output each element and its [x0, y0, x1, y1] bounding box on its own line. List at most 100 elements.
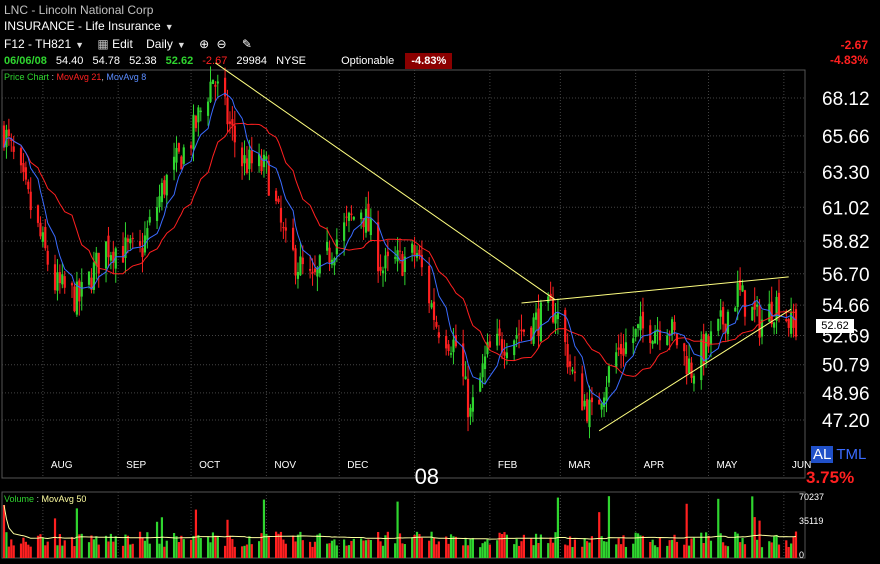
quote-low: 52.38 [129, 55, 157, 67]
candle-body [279, 208, 283, 223]
volume-bar [753, 517, 756, 558]
volume-bar [138, 531, 142, 558]
volume-bar [792, 536, 795, 558]
candle-body [617, 347, 620, 350]
volume-bar [177, 542, 181, 558]
trendline [598, 308, 792, 432]
y-tick-label: 68.12 [822, 89, 870, 110]
volume-bar [496, 540, 499, 558]
chevron-down-icon[interactable]: ▼ [176, 40, 186, 50]
volume-bar [182, 539, 185, 558]
candle-body [777, 292, 781, 316]
zoom-in-icon[interactable]: ⊕ [199, 37, 210, 51]
chevron-down-icon[interactable]: ▼ [164, 22, 174, 32]
volume-bar [707, 535, 710, 558]
volume-bar [381, 545, 385, 558]
volume-bar [197, 535, 200, 558]
quote-exchange: NYSE [276, 55, 307, 67]
edit-button[interactable]: ▦ Edit [97, 36, 132, 52]
candle-body [313, 268, 317, 273]
quote-high: 54.78 [92, 55, 121, 67]
candle-body [330, 259, 334, 265]
volume-bar [641, 535, 645, 558]
volume-bar [775, 534, 778, 558]
candle-body [401, 254, 404, 276]
x-tick-label: OCT [199, 460, 220, 471]
x-tick-label: APR [644, 460, 665, 471]
candle-body [790, 311, 793, 334]
candle-body [690, 362, 693, 378]
tml-label: TML [836, 446, 867, 463]
candle-body [131, 237, 134, 240]
y-tick-label: 50.79 [822, 356, 870, 377]
candle-body [299, 256, 302, 276]
volume-bar [517, 545, 521, 558]
quote-change: -2.67 [202, 55, 228, 67]
volume-bar [675, 541, 679, 558]
chevron-down-icon[interactable]: ▼ [75, 40, 85, 50]
volume-bar [605, 541, 608, 558]
candle-body [566, 344, 569, 368]
draw-tool-icon[interactable]: ✎ [241, 37, 252, 51]
right-pct-large: 3.75% [806, 468, 855, 487]
candle-body [554, 314, 557, 324]
candle-body [462, 343, 465, 377]
edit-label: Edit [112, 37, 133, 51]
symbol-tab[interactable]: F12 - TH821 ▼ [4, 36, 84, 53]
period-selector[interactable]: Daily ▼ [146, 36, 186, 53]
y-tick-label: 65.66 [822, 127, 870, 148]
candle-body [636, 324, 640, 329]
candle-body [615, 352, 618, 368]
volume-bar [192, 535, 195, 558]
volume-bar [2, 505, 6, 558]
volume-bar [61, 545, 64, 558]
volume-bar [243, 545, 246, 558]
volume-bar [585, 541, 589, 558]
candle-body [70, 283, 74, 286]
x-tick-label: MAR [568, 460, 590, 471]
candle-body [624, 342, 628, 354]
volume-bar [143, 540, 147, 558]
volume-bar [583, 538, 586, 558]
candle-body [360, 212, 363, 219]
volume-bar [454, 536, 457, 558]
symbol-title-text: LNC - Lincoln National Corp [4, 3, 154, 17]
volume-bar [736, 533, 739, 558]
candle-body [707, 336, 710, 347]
volume-bar [683, 544, 686, 558]
volume-bar [75, 508, 78, 558]
industry-selector[interactable]: INSURANCE - Life Insurance ▼ [4, 18, 174, 34]
trendline-layer [215, 62, 792, 432]
candle-body [29, 191, 32, 211]
volume-bar [199, 538, 202, 558]
candle-body [449, 353, 453, 355]
volume-bar [347, 545, 351, 558]
candle-body [257, 154, 261, 167]
pct-change-badge: -4.83% [405, 53, 453, 69]
zoom-out-icon[interactable]: ⊖ [216, 37, 227, 51]
candle-layer [2, 66, 798, 439]
candle-body [172, 156, 176, 170]
candle-body [600, 403, 603, 410]
volume-bar [615, 544, 618, 558]
symbol-title[interactable]: LNC - Lincoln National Corp [4, 2, 153, 18]
candle-body [56, 272, 59, 291]
volume-bar [386, 531, 389, 558]
optionable-label: Optionable [341, 55, 395, 67]
quote-volume: 29984 [236, 55, 267, 67]
candle-body [192, 114, 195, 150]
candle-body [107, 235, 110, 258]
volume-bar [685, 503, 688, 558]
legend-price-chart: Price Chart [4, 72, 50, 82]
candle-body [189, 145, 193, 149]
volume-bar [163, 546, 166, 558]
candle-body [296, 271, 300, 279]
candle-body [146, 228, 149, 240]
volume-bar [770, 542, 773, 558]
volume-bar [785, 540, 788, 558]
volume-bar [741, 537, 744, 558]
candle-body [75, 281, 78, 315]
grid-icon: ▦ [97, 37, 109, 51]
candle-body [22, 162, 25, 173]
